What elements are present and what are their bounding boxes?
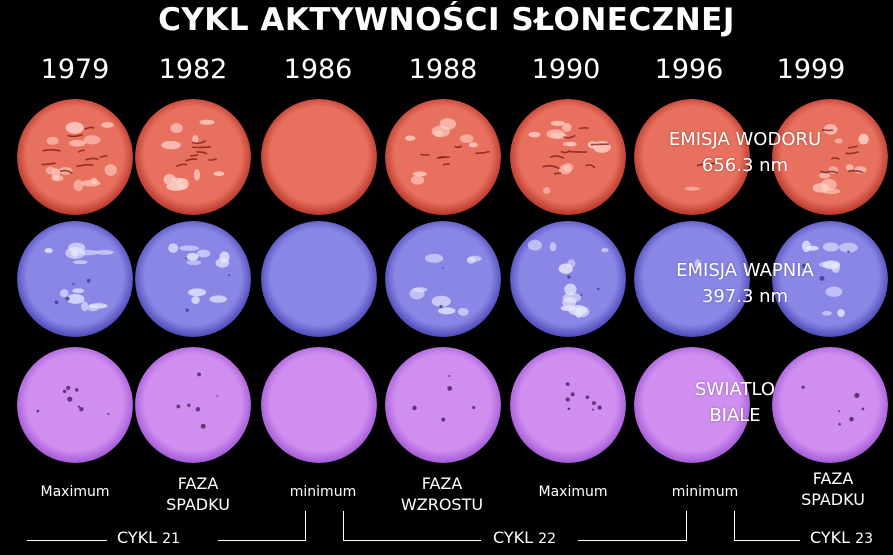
sun-white-light-1979 [17,347,133,463]
white-light-title-line1: SWIATLO [695,379,775,400]
cycle-23-left-line [734,540,800,541]
hydrogen-emission-title: EMISJA WODORU [668,129,822,150]
sun-hydrogen-1988 [385,99,501,215]
cycle-23-number: 23 [855,531,873,547]
phase-label-1996: minimum [645,482,765,502]
sun-calcium-1996 [634,221,750,337]
phase-1988-line1: FAZA [421,474,463,493]
cycle-22-left-line [343,540,481,541]
sun-calcium-1982 [135,221,251,337]
sun-white-light-1996 [634,347,750,463]
cycle-23-word: CYKL [810,528,851,547]
calcium-emission-wavelength: 397.3 nm [701,286,789,307]
phase-1990-line1: Maximum [538,484,608,500]
sun-calcium-1999 [772,221,888,337]
cycle-22-number: 22 [538,531,556,547]
phase-label-1986: minimum [263,482,383,502]
year-1979: 1979 [40,54,110,85]
year-1999: 1999 [776,54,846,85]
phase-label-1990: Maximum [513,482,633,502]
white-light-title-line2: BIALE [709,405,761,426]
cycle-23-start-tick [734,511,735,541]
phase-1982-line1: FAZA [177,474,219,493]
cycle-22-label: CYKL 22 [493,528,556,547]
calcium-emission-title: EMISJA WAPNIA [676,260,814,281]
phase-1986-line1: minimum [289,484,357,500]
sun-calcium-1986 [261,221,377,337]
cycle-21-left-line [27,540,107,541]
sun-hydrogen-1990 [510,99,626,215]
hydrogen-emission-label: EMISJA WODORU 656.3 nm [640,127,850,179]
sun-white-light-1986 [261,347,377,463]
cycle-21-number: 21 [162,531,180,547]
cycle-21-label: CYKL 21 [117,528,180,547]
cycle-22-right-line [578,540,686,541]
sun-hydrogen-1982 [135,99,251,215]
sun-calcium-1988 [385,221,501,337]
phase-1988-line2: WZROSTU [400,495,484,514]
phase-1979-line1: Maximum [40,484,110,500]
phase-label-1999: FAZA SPADKU [773,468,893,510]
page-title: CYKL AKTYWNOŚCI SŁONECZNEJ [158,2,735,38]
phase-1999-line1: FAZA [812,469,854,488]
cycle-22-word: CYKL [493,528,534,547]
sun-white-light-1990 [510,347,626,463]
phase-1996-line1: minimum [671,484,739,500]
white-light-label: SWIATLO BIALE [660,377,810,429]
phase-1999-line2: SPADKU [801,490,865,509]
sun-white-light-1999 [772,347,888,463]
sun-white-light-1982 [135,347,251,463]
phase-label-1979: Maximum [15,482,135,502]
year-1982: 1982 [158,54,228,85]
phase-1982-line2: SPADKU [166,495,230,514]
cycle-21-end-tick [305,511,306,541]
year-1990: 1990 [531,54,601,85]
year-1988: 1988 [408,54,478,85]
sun-calcium-1979 [17,221,133,337]
year-1996: 1996 [654,54,724,85]
cycle-21-word: CYKL [117,528,158,547]
sun-hydrogen-1996 [634,99,750,215]
cycle-21-right-line [218,540,305,541]
cycle-22-start-tick [343,511,344,541]
cycle-23-label: CYKL 23 [810,528,873,547]
sun-hydrogen-1986 [261,99,377,215]
phase-label-1982: FAZA SPADKU [138,473,258,515]
sun-hydrogen-1979 [17,99,133,215]
year-1986: 1986 [283,54,353,85]
phase-label-1988: FAZA WZROSTU [382,473,502,515]
calcium-emission-label: EMISJA WAPNIA 397.3 nm [640,258,850,310]
sun-white-light-1988 [385,347,501,463]
sun-hydrogen-1999 [772,99,888,215]
cycle-22-end-tick [686,511,687,541]
sun-calcium-1990 [510,221,626,337]
hydrogen-emission-wavelength: 656.3 nm [701,155,789,176]
